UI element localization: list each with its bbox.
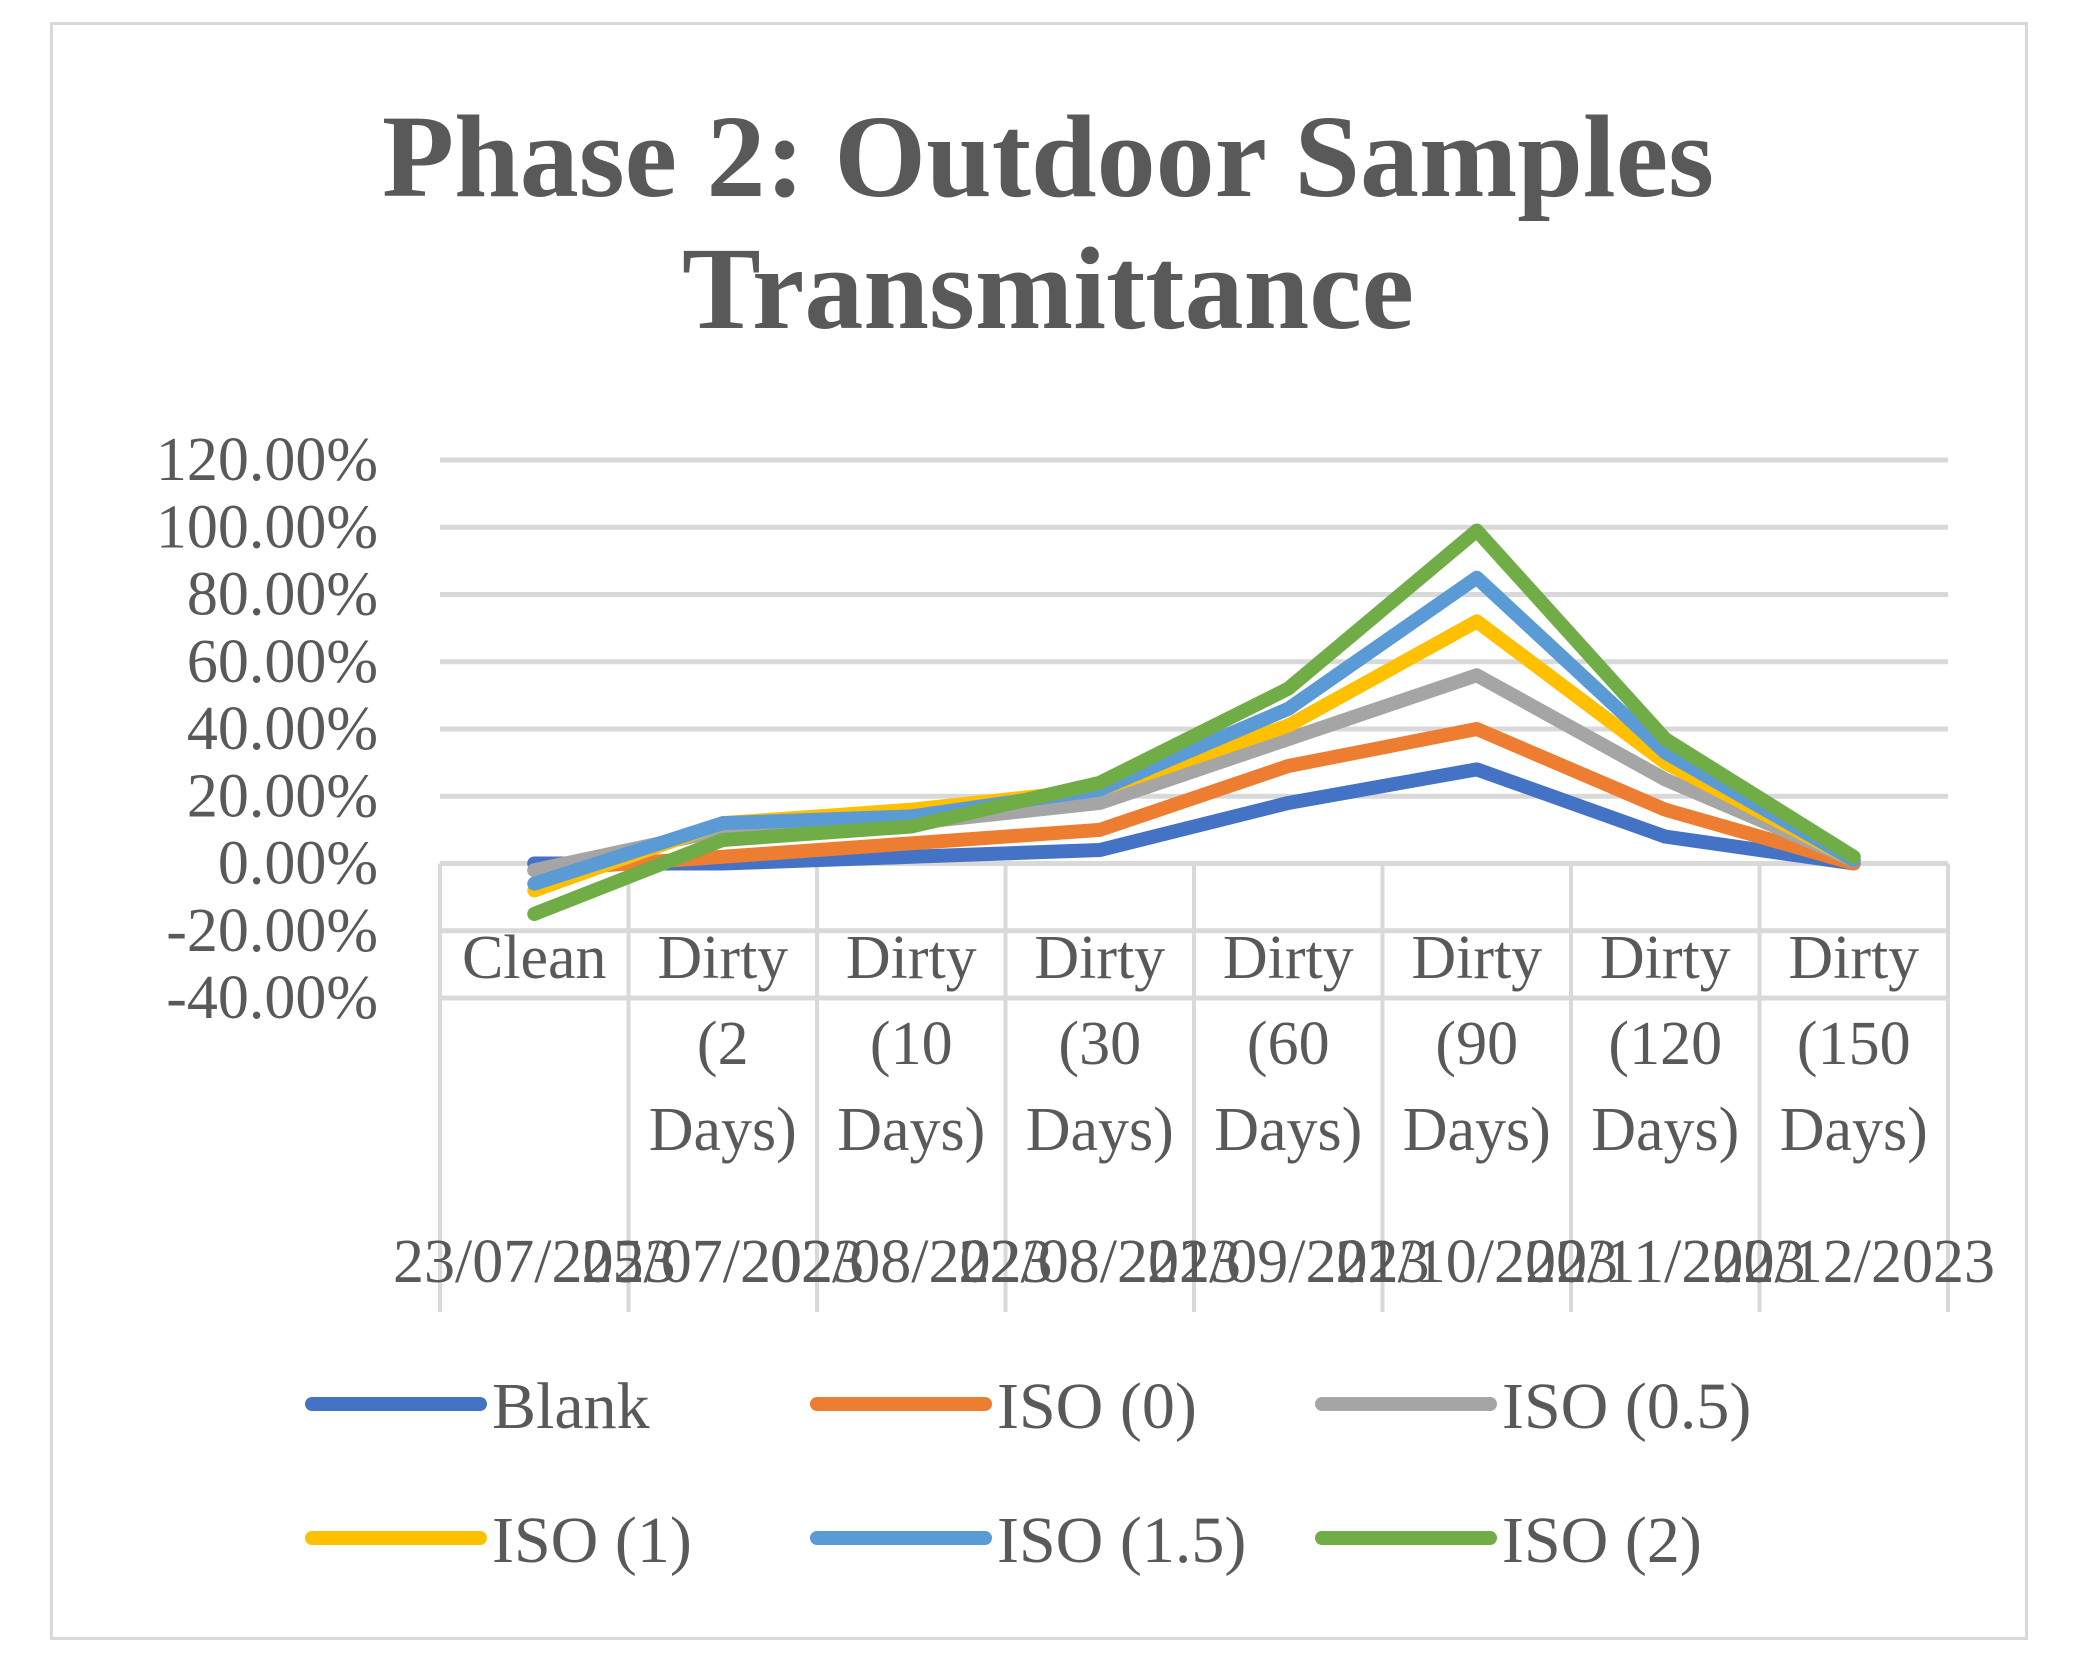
- x-date-label: 20/12/2023: [1713, 1228, 1995, 1296]
- y-tick-label: -20.00%: [166, 897, 378, 965]
- x-category-label: Dirty: [1411, 924, 1542, 992]
- legend-label: ISO (1): [492, 1504, 692, 1577]
- legend: Blank ISO (0) ISO (0.5) ISO (1) ISO (1.5) ISO…: [305, 1370, 1751, 1577]
- y-tick-label: -40.00%: [166, 964, 378, 1032]
- y-tick-label: 0.00%: [218, 830, 378, 898]
- x-date-label: 23/07/2023: [393, 1228, 675, 1296]
- x-category-label: (90: [1435, 1010, 1518, 1078]
- x-date-label: 20/11/2023: [1525, 1228, 1805, 1296]
- x-category-label: (60: [1247, 1010, 1330, 1078]
- legend-label: ISO (1.5): [997, 1504, 1246, 1577]
- x-category-label: Days): [1591, 1096, 1739, 1164]
- legend-label: ISO (0.5): [1502, 1370, 1751, 1443]
- y-tick-label: 100.00%: [156, 493, 378, 561]
- x-category-label: (150: [1797, 1010, 1911, 1078]
- x-date-label: 02/08/2023: [770, 1228, 1052, 1296]
- legend-label: ISO (0): [997, 1370, 1197, 1443]
- x-category-label: Days): [1214, 1096, 1362, 1164]
- y-tick-label: 40.00%: [187, 695, 378, 763]
- legend-label: ISO (2): [1502, 1504, 1702, 1577]
- y-tick-label: 20.00%: [187, 762, 378, 830]
- series-line-blank: [527, 762, 1861, 871]
- chart-title-line-1: Phase 2: Outdoor Samples: [382, 91, 1714, 222]
- x-category-label: Dirty: [846, 924, 977, 992]
- x-category-label: Days): [837, 1096, 985, 1164]
- x-category-label: (120: [1608, 1010, 1722, 1078]
- x-category-label: Days): [1403, 1096, 1551, 1164]
- x-date-label: 25/07/2023: [582, 1228, 864, 1296]
- chart-title-line-2: Transmittance: [682, 223, 1414, 354]
- x-category-label: Dirty: [1034, 924, 1165, 992]
- series-line-iso-2: [527, 523, 1861, 921]
- x-category-label: (2: [697, 1010, 749, 1078]
- x-category-label: Days): [649, 1096, 797, 1164]
- y-tick-label: 80.00%: [187, 561, 378, 629]
- x-category-label: Dirty: [657, 924, 788, 992]
- x-category-label: Dirty: [1788, 924, 1919, 992]
- series-line-iso-0: [527, 722, 1861, 878]
- y-tick-label: 120.00%: [156, 426, 378, 494]
- series-lines: [527, 523, 1861, 921]
- legend-label: Blank: [492, 1370, 650, 1443]
- chart-title: Phase 2: Outdoor Samples Transmittance: [382, 91, 1714, 354]
- x-date-label: 21/10/2023: [1336, 1228, 1618, 1296]
- y-tick-label: 60.00%: [187, 628, 378, 696]
- x-category-label: Days): [1026, 1096, 1174, 1164]
- x-category-label: Dirty: [1223, 924, 1354, 992]
- x-category-label: Days): [1780, 1096, 1928, 1164]
- x-category-label: Dirty: [1600, 924, 1731, 992]
- x-category-label: (10: [870, 1010, 953, 1078]
- series-line-iso-1-5: [527, 570, 1861, 891]
- x-category-label: (30: [1058, 1010, 1141, 1078]
- x-category-label: Clean: [462, 924, 607, 992]
- axes: 120.00%100.00%80.00%60.00%40.00%20.00%0.…: [156, 426, 1995, 1312]
- x-date-label: 21/09/2023: [1147, 1228, 1429, 1296]
- x-date-label: 22/08/2023: [959, 1228, 1241, 1296]
